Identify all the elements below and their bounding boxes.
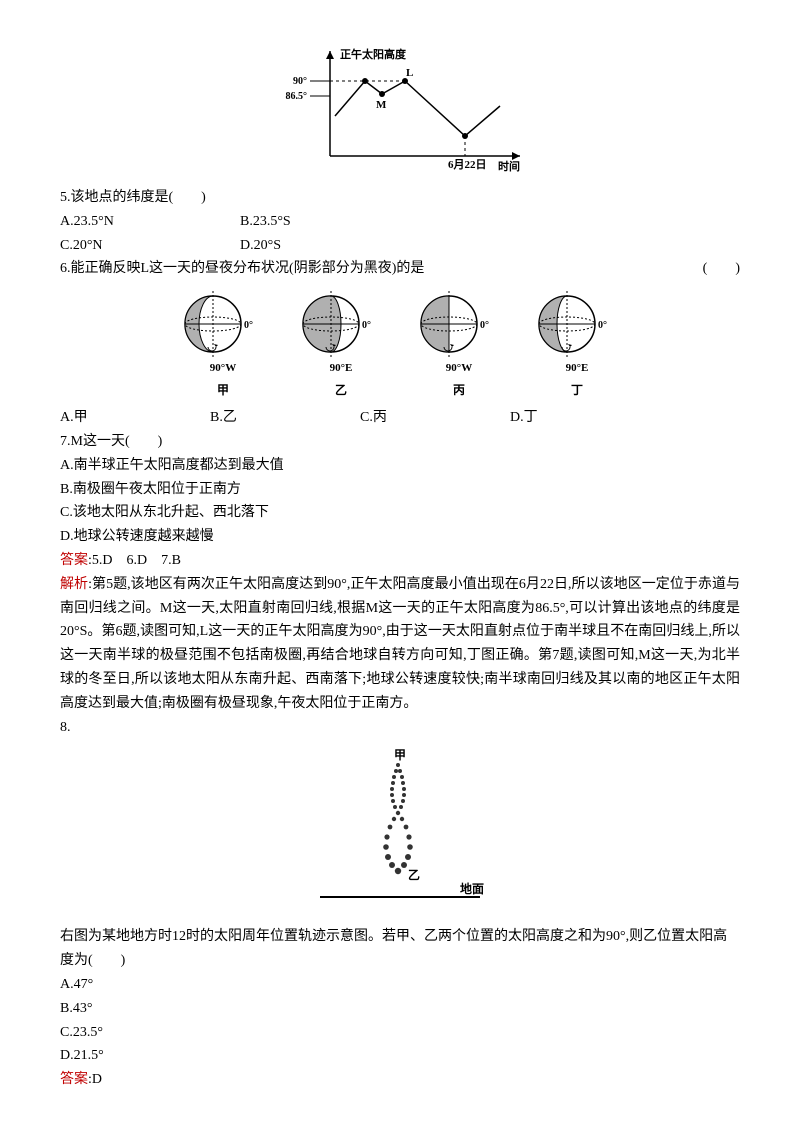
fig8-ground: 地面 [460, 881, 484, 896]
q6-opt-d: D.丁 [510, 406, 660, 430]
chart-xtick-622: 6月22日 [448, 158, 487, 171]
answer8-text: :D [88, 1072, 102, 1087]
globe-ding: 0° 90°E 丁 [532, 289, 622, 400]
q7-opt-c: C.该地太阳从东北升起、西北落下 [60, 501, 740, 525]
chart-xlabel: 时间 [498, 159, 520, 173]
q5-opt-d: D.20°S [240, 234, 420, 258]
globe-bing-below: 90°W [446, 359, 472, 378]
globe-yi-cap: 乙 [335, 380, 347, 400]
q5-opt-b: B.23.5°S [240, 210, 420, 234]
answer-5-6-7: 答案:5.D 6.D 7.B [60, 549, 740, 573]
q8-num: 8. [60, 716, 740, 740]
answer-text: :5.D 6.D 7.B [88, 553, 181, 568]
globe-jia-cap: 甲 [217, 380, 229, 400]
solar-altitude-chart: 正午太阳高度 90° 86.5° M L 6月22日 时间 [60, 46, 740, 176]
globe-ding-below: 90°E [566, 359, 589, 378]
answer8-label: 答案 [60, 1072, 88, 1087]
q6-paren: ( ) [703, 257, 740, 281]
q8-opt-c: C.23.5° [60, 1021, 740, 1045]
globe-yi: 0° 90°E 乙 [296, 289, 386, 400]
globe-bing-0: 0° [480, 317, 489, 334]
q6-options: A.甲 B.乙 C.丙 D.丁 [60, 406, 740, 430]
globe-ding-0: 0° [598, 317, 607, 334]
globe-jia-below: 90°W [210, 359, 236, 378]
q6-globes: 0° 90°W 甲 0° 90°E 乙 [60, 289, 740, 400]
q6-stem: 6.能正确反映L这一天的昼夜分布状况(阴影部分为黑夜)的是 [60, 257, 424, 281]
globe-yi-below: 90°E [330, 359, 353, 378]
globe-jia: 0° 90°W 甲 [178, 289, 268, 400]
q8-opt-a: A.47° [60, 973, 740, 997]
chart-tick-90: 90° [293, 76, 307, 87]
q7-opt-a: A.南半球正午太阳高度都达到最大值 [60, 454, 740, 478]
q7-opt-d: D.地球公转速度越来越慢 [60, 525, 740, 549]
q8-stem: 右图为某地地方时12时的太阳周年位置轨迹示意图。若甲、乙两个位置的太阳高度之和为… [60, 925, 740, 973]
analysis-5-6-7: 解析:第5题,该地区有两次正午太阳高度达到90°,正午太阳高度最小值出现在6月2… [60, 573, 740, 716]
q6-opt-c: C.丙 [360, 406, 510, 430]
globe-jia-0: 0° [244, 317, 253, 334]
q6-opt-b: B.乙 [210, 406, 360, 430]
q8-opt-b: B.43° [60, 997, 740, 1021]
q7-opt-b: B.南极圈午夜太阳位于正南方 [60, 478, 740, 502]
analysis-label: 解析 [60, 577, 88, 592]
analemma-figure: 甲 乙 地面 [60, 747, 740, 917]
chart-ylabel: 正午太阳高度 [340, 47, 407, 61]
q5-stem: 5.该地点的纬度是( ) [60, 186, 740, 210]
q6-opt-a: A.甲 [60, 406, 210, 430]
globe-bing-cap: 丙 [453, 380, 465, 400]
analysis-text: :第5题,该地区有两次正午太阳高度达到90°,正午太阳高度最小值出现在6月22日… [60, 577, 740, 711]
answer-label: 答案 [60, 553, 88, 568]
fig8-bottom: 乙 [408, 868, 420, 882]
q5-opt-c: C.20°N [60, 234, 240, 258]
fig8-top: 甲 [394, 748, 406, 762]
answer-8: 答案:D [60, 1068, 740, 1092]
q8-opt-d: D.21.5° [60, 1044, 740, 1068]
chart-tick-865: 86.5° [286, 91, 308, 102]
q5-opt-a: A.23.5°N [60, 210, 240, 234]
globe-bing: 0° 90°W 丙 [414, 289, 504, 400]
chart-point-l: L [406, 67, 413, 79]
globe-ding-cap: 丁 [571, 380, 583, 400]
globe-yi-0: 0° [362, 317, 371, 334]
q7-stem: 7.M这一天( ) [60, 430, 740, 454]
q5-options-row1: A.23.5°N B.23.5°S [60, 210, 740, 234]
q5-options-row2: C.20°N D.20°S [60, 234, 740, 258]
chart-point-m: M [376, 99, 387, 111]
